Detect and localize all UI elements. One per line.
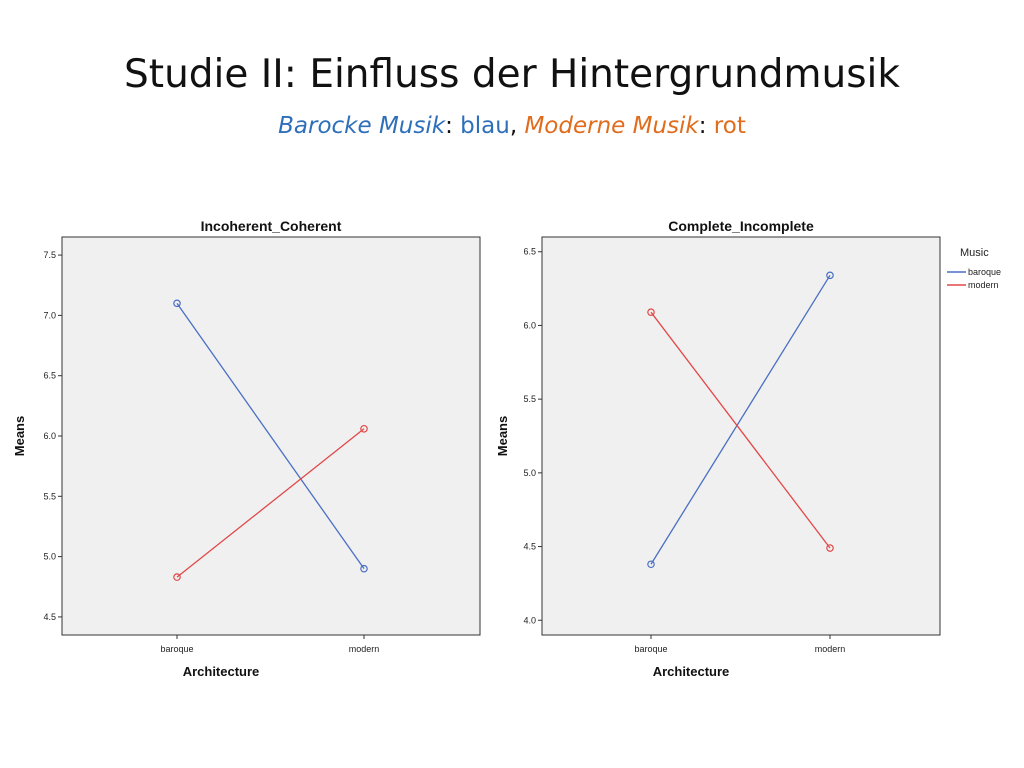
- y-tick-label: 7.0: [43, 310, 56, 320]
- chart-1: Incoherent_Coherent 4.5 5.0 5.5 6.0 6.5 7.0 7.5…: [12, 218, 481, 679]
- data-point-modern: [173, 573, 181, 581]
- series-line-modern: [650, 311, 831, 549]
- series-line-baroque: [650, 274, 831, 565]
- x-axis-label: Architecture: [183, 664, 260, 679]
- chart-title: Incoherent_Coherent: [201, 218, 342, 234]
- y-tick-label: 6.0: [523, 320, 536, 330]
- data-point-modern: [647, 308, 655, 316]
- slide-subtitle: Barocke Musik: blau, Moderne Musik: rot: [0, 113, 1024, 139]
- y-tick-label: 5.0: [43, 552, 56, 562]
- legend-label-modern: modern: [968, 280, 999, 290]
- subtitle-baroque-color-word: blau: [460, 113, 510, 139]
- data-point-modern: [360, 424, 368, 433]
- y-axis-label: Means: [495, 416, 510, 456]
- x-tick-label: baroque: [634, 644, 667, 654]
- subtitle-separator: ,: [509, 113, 525, 139]
- subtitle-separator: :: [445, 113, 461, 139]
- chart-2: Complete_Incomplete 4.0 4.5 5.0 5.5 6.0 6.5 bar…: [495, 218, 941, 679]
- x-tick-label: modern: [349, 644, 380, 654]
- y-tick-label: 6.5: [43, 371, 56, 381]
- plot-area: [541, 236, 941, 636]
- y-tick-label: 4.5: [43, 612, 56, 622]
- subtitle-modern-color-word: rot: [713, 113, 746, 139]
- y-tick-label: 4.5: [523, 542, 536, 552]
- x-axis-label: Architecture: [653, 664, 730, 679]
- subtitle-separator: :: [698, 113, 714, 139]
- y-tick-label: 5.5: [523, 394, 536, 404]
- series-line-baroque: [176, 302, 365, 570]
- y-tick-label: 5.5: [43, 491, 56, 501]
- slide-title: Studie II: Einfluss der Hintergrundmusik: [124, 52, 900, 97]
- y-tick-label: 7.5: [43, 250, 56, 260]
- data-point-modern: [826, 544, 834, 552]
- y-tick-label: 4.0: [523, 615, 536, 625]
- data-point-baroque: [826, 271, 834, 280]
- legend-label-baroque: baroque: [968, 267, 1001, 277]
- x-tick-label: baroque: [160, 644, 193, 654]
- subtitle-baroque-label: Barocke Musik: [278, 113, 446, 139]
- data-point-baroque: [647, 560, 655, 569]
- chart-title: Complete_Incomplete: [668, 218, 814, 234]
- data-point-baroque: [173, 299, 181, 308]
- y-axis-label: Means: [12, 416, 27, 456]
- series-line-modern: [176, 428, 365, 578]
- y-tick-label: 6.5: [523, 247, 536, 257]
- y-tick-label: 6.0: [43, 431, 56, 441]
- y-tick-label: 5.0: [523, 468, 536, 478]
- legend: Music baroque modern: [947, 247, 1001, 290]
- data-point-baroque: [360, 564, 368, 573]
- x-tick-label: modern: [815, 644, 846, 654]
- legend-title: Music: [960, 247, 989, 259]
- subtitle-modern-label: Moderne Musik: [524, 113, 699, 139]
